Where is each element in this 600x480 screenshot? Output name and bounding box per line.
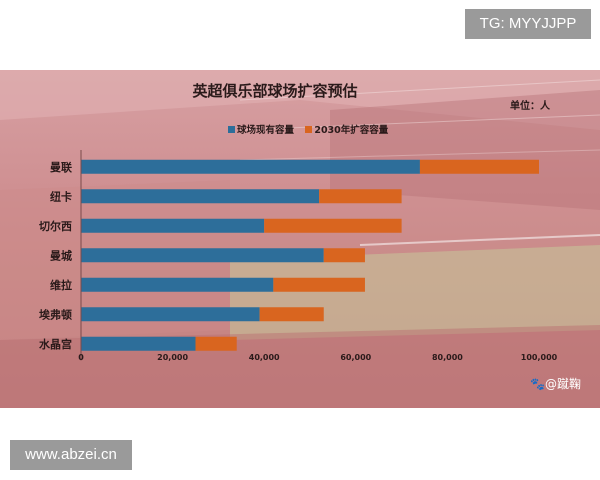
bar-current-capacity bbox=[81, 159, 420, 174]
bar-2030-expansion bbox=[323, 248, 365, 263]
bar-2030-expansion bbox=[259, 307, 324, 322]
bar-current-capacity bbox=[81, 307, 260, 322]
legend-swatch-current bbox=[228, 126, 235, 133]
bar-2030-expansion bbox=[195, 336, 237, 351]
unit-label: 单位：人 bbox=[510, 101, 550, 112]
x-tick-label: 80,000 bbox=[432, 353, 463, 362]
chart-title: 英超俱乐部球场扩容预估 bbox=[192, 82, 358, 100]
legend-label-2030: 2030年扩容容量 bbox=[314, 125, 389, 136]
site-url-badge: www.abzei.cn bbox=[10, 440, 132, 470]
bar-2030-expansion bbox=[319, 189, 402, 204]
bar-current-capacity bbox=[81, 336, 196, 351]
category-label: 纽卡 bbox=[50, 189, 72, 203]
x-tick-label: 100,000 bbox=[521, 353, 558, 362]
x-tick-label: 0 bbox=[78, 353, 84, 362]
author-watermark: 🐾@蹴鞠 bbox=[530, 377, 581, 391]
legend-item-2030: 2030年扩容容量 bbox=[305, 122, 388, 136]
category-label: 维拉 bbox=[50, 278, 72, 292]
category-label: 曼联 bbox=[50, 160, 72, 174]
bar-current-capacity bbox=[81, 248, 324, 263]
bar-2030-expansion bbox=[264, 218, 402, 233]
telegram-tag: TG: MYYJJPP bbox=[465, 9, 591, 39]
x-tick-label: 20,000 bbox=[157, 353, 188, 362]
bar-2030-expansion bbox=[419, 159, 539, 174]
legend: 球场现有容量 2030年扩容容量 bbox=[228, 122, 396, 136]
bar-2030-expansion bbox=[273, 277, 365, 292]
x-tick-label: 60,000 bbox=[340, 353, 371, 362]
legend-label-current: 球场现有容量 bbox=[237, 125, 295, 136]
bar-current-capacity bbox=[81, 189, 320, 204]
legend-swatch-2030 bbox=[305, 126, 313, 133]
chart-panel: 曼联纽卡切尔西曼城维拉埃弗顿水晶宫 0 20,000 40,000 60,000 80,0… bbox=[0, 70, 600, 408]
category-label: 曼城 bbox=[50, 248, 72, 262]
legend-item-current: 球场现有容量 bbox=[228, 122, 294, 136]
category-label: 水晶宫 bbox=[39, 337, 72, 351]
bar-current-capacity bbox=[81, 277, 274, 292]
category-label: 埃弗顿 bbox=[39, 307, 72, 321]
category-label: 切尔西 bbox=[39, 219, 72, 233]
x-tick-label: 40,000 bbox=[249, 353, 280, 362]
bar-current-capacity bbox=[81, 218, 265, 233]
